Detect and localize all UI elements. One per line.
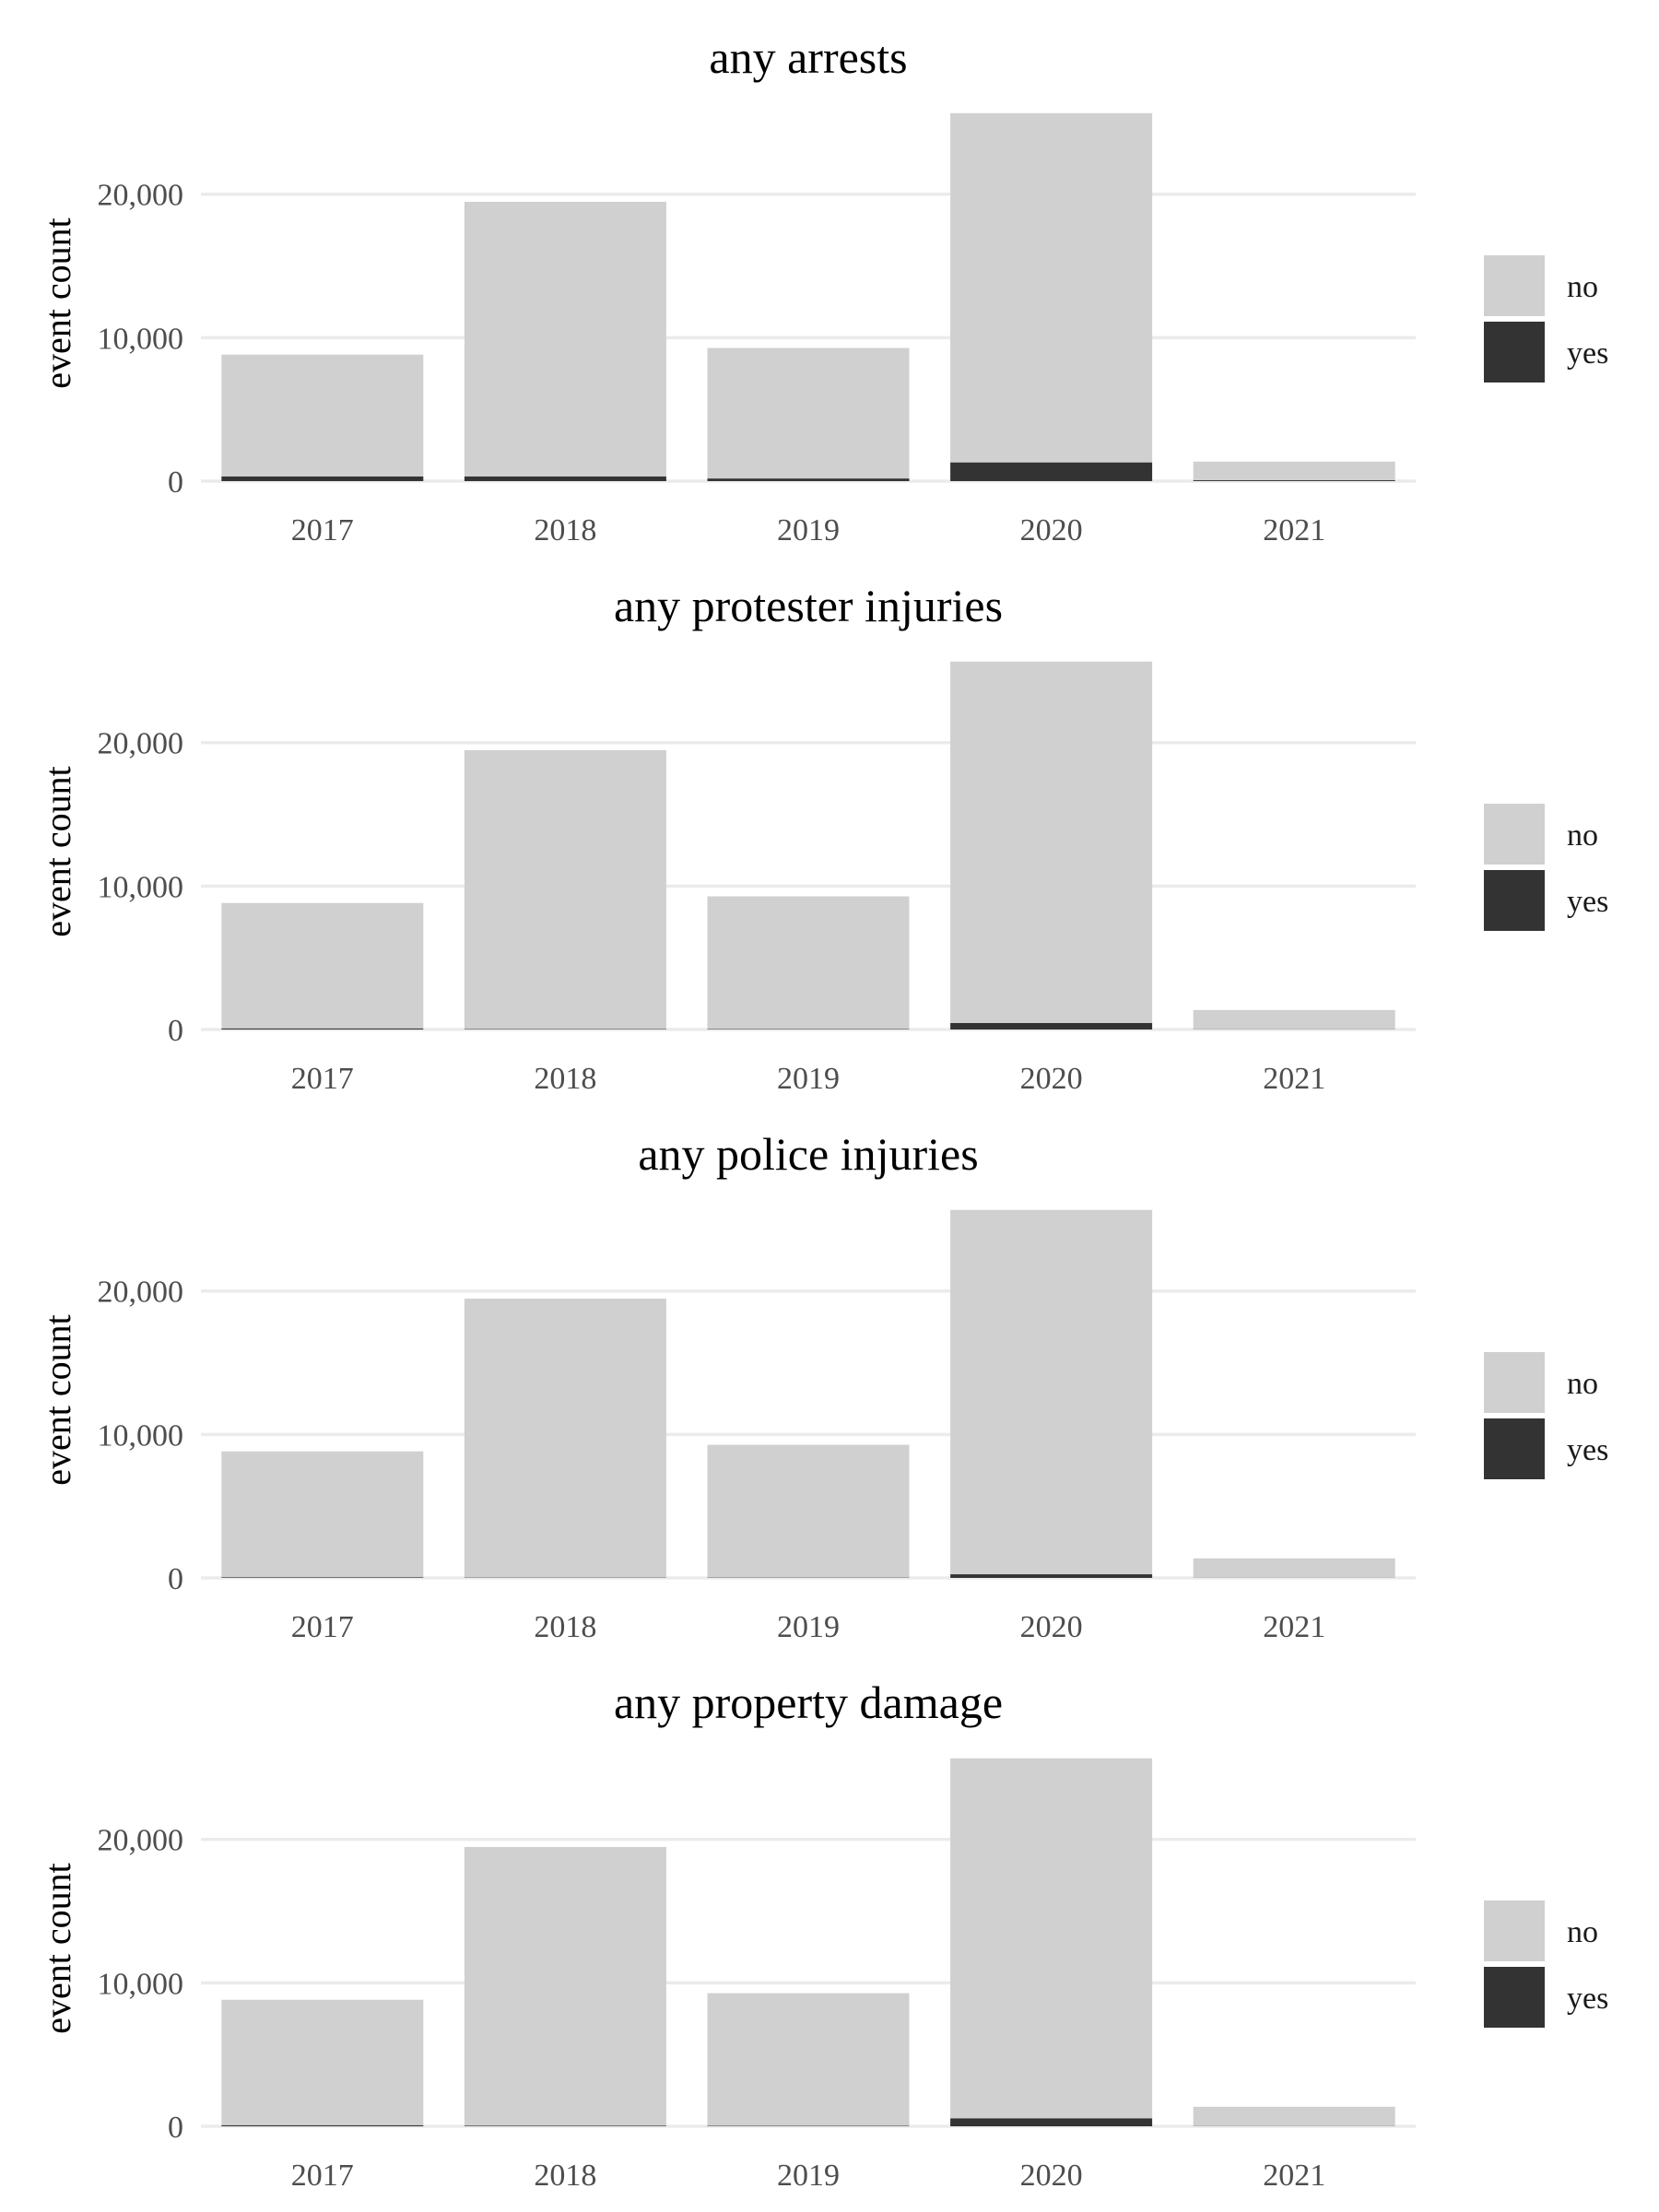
legend-label-yes: yes xyxy=(1567,336,1608,371)
x-tick-label: 2019 xyxy=(777,2159,840,2193)
x-tick-label: 2019 xyxy=(777,513,840,547)
panel-title: any protester injuries xyxy=(614,580,1003,631)
x-tick-label: 2018 xyxy=(534,1610,596,1644)
bar-yes-2017 xyxy=(221,477,424,481)
y-axis-label: event count xyxy=(37,1314,78,1486)
legend-key-yes xyxy=(1484,1418,1545,1479)
legend-key-yes xyxy=(1484,870,1545,931)
panel-title: any property damage xyxy=(614,1677,1003,1728)
bar-no-2021 xyxy=(1193,2106,1395,2126)
legend-key-yes xyxy=(1484,322,1545,382)
bar-no-2018 xyxy=(464,201,666,477)
y-tick-label: 0 xyxy=(168,1562,183,1596)
panel-title: any arrests xyxy=(709,31,907,83)
bar-yes-2017 xyxy=(221,1028,424,1030)
bar-yes-2020 xyxy=(950,2118,1153,2126)
bar-no-2020 xyxy=(950,1758,1153,2119)
x-tick-label: 2021 xyxy=(1263,2159,1325,2193)
bar-no-2017 xyxy=(221,902,424,1029)
bar-no-2021 xyxy=(1193,1558,1395,1578)
x-tick-label: 2021 xyxy=(1263,1610,1325,1644)
bar-no-2020 xyxy=(950,1209,1153,1575)
x-tick-label: 2017 xyxy=(291,2159,354,2193)
legend-label-no: no xyxy=(1567,818,1598,853)
panel-1: any arrests event count 0 10,000 20,000 2017 2… xyxy=(37,31,1608,547)
bar-no-2019 xyxy=(707,1993,910,2126)
bar-no-2020 xyxy=(950,112,1153,463)
bar-no-2021 xyxy=(1193,461,1395,481)
y-axis-label: event count xyxy=(37,218,78,389)
legend-key-no xyxy=(1484,255,1545,316)
x-tick-label: 2018 xyxy=(534,2159,596,2193)
bar-yes-2020 xyxy=(950,1574,1153,1578)
x-tick-label: 2019 xyxy=(777,1062,840,1096)
legend-key-yes xyxy=(1484,1967,1545,2028)
bar-yes-2018 xyxy=(464,477,666,481)
legend-label-no: no xyxy=(1567,1367,1598,1401)
y-tick-label: 20,000 xyxy=(98,179,184,213)
panel-3: any police injuries event count 0 10,000 20,… xyxy=(37,1128,1608,1644)
bar-no-2019 xyxy=(707,1444,910,1578)
y-tick-label: 10,000 xyxy=(98,1967,184,2001)
x-tick-label: 2019 xyxy=(777,1610,840,1644)
y-axis-label: event count xyxy=(37,766,78,937)
y-tick-label: 10,000 xyxy=(98,1418,184,1453)
legend-label-yes: yes xyxy=(1567,1433,1608,1467)
y-axis-label: event count xyxy=(37,1863,78,2034)
x-tick-label: 2021 xyxy=(1263,1062,1325,1096)
bar-no-2020 xyxy=(950,661,1153,1023)
x-tick-label: 2020 xyxy=(1020,513,1083,547)
legend-key-no xyxy=(1484,804,1545,865)
x-tick-label: 2020 xyxy=(1020,1062,1083,1096)
legend-key-no xyxy=(1484,1900,1545,1961)
bar-no-2017 xyxy=(221,1999,424,2125)
bar-no-2021 xyxy=(1193,1009,1395,1030)
x-tick-label: 2020 xyxy=(1020,2159,1083,2193)
y-tick-label: 20,000 xyxy=(98,1824,184,1858)
bar-yes-2017 xyxy=(221,2124,424,2126)
panel-title: any police injuries xyxy=(638,1128,978,1180)
legend-label-no: no xyxy=(1567,1915,1598,1949)
bar-yes-2018 xyxy=(464,2125,666,2126)
x-tick-label: 2017 xyxy=(291,513,354,547)
bar-no-2019 xyxy=(707,896,910,1030)
bar-yes-2020 xyxy=(950,1022,1153,1030)
x-tick-label: 2018 xyxy=(534,513,596,547)
bar-no-2018 xyxy=(464,1846,666,2126)
bar-no-2018 xyxy=(464,749,666,1030)
x-tick-label: 2018 xyxy=(534,1062,596,1096)
legend-label-no: no xyxy=(1567,270,1598,304)
bar-no-2017 xyxy=(221,354,424,477)
bar-yes-2021 xyxy=(1193,480,1395,481)
x-tick-label: 2021 xyxy=(1263,513,1325,547)
legend-key-no xyxy=(1484,1352,1545,1413)
bar-yes-2020 xyxy=(950,462,1153,481)
bar-yes-2017 xyxy=(221,1577,424,1578)
bar-no-2017 xyxy=(221,1451,424,1578)
legend-label-yes: yes xyxy=(1567,885,1608,919)
y-tick-label: 20,000 xyxy=(98,727,184,761)
y-tick-label: 10,000 xyxy=(98,322,184,356)
bar-no-2019 xyxy=(707,347,910,479)
bar-no-2018 xyxy=(464,1298,666,1578)
x-tick-label: 2020 xyxy=(1020,1610,1083,1644)
y-tick-label: 0 xyxy=(168,465,183,500)
y-tick-label: 0 xyxy=(168,1014,183,1048)
bar-yes-2019 xyxy=(707,478,910,481)
y-tick-label: 20,000 xyxy=(98,1276,184,1310)
panel-2: any protester injuries event count 0 10,000… xyxy=(37,580,1608,1096)
y-tick-label: 10,000 xyxy=(98,870,184,904)
x-tick-label: 2017 xyxy=(291,1062,354,1096)
legend-label-yes: yes xyxy=(1567,1982,1608,2016)
x-tick-label: 2017 xyxy=(291,1610,354,1644)
panel-4: any property damage event count 0 10,000 20,… xyxy=(37,1677,1608,2193)
y-tick-label: 0 xyxy=(168,2111,183,2145)
